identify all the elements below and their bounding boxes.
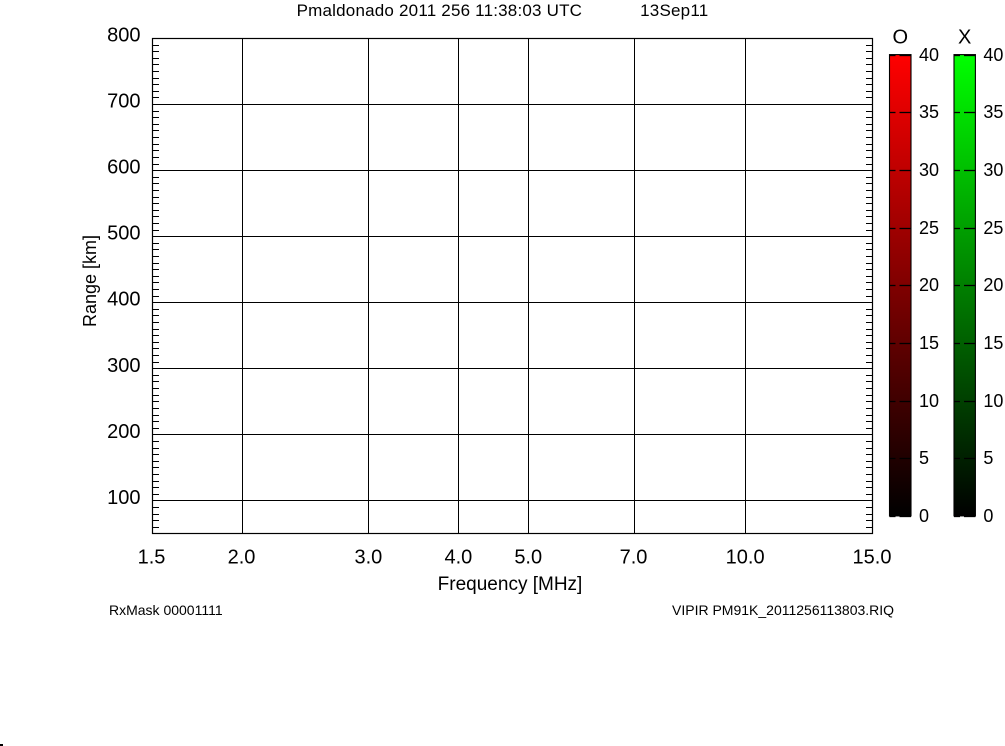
svg-text:35: 35: [983, 102, 1003, 122]
svg-text:600: 600: [107, 157, 140, 179]
svg-text:4.0: 4.0: [445, 547, 473, 569]
svg-text:25: 25: [983, 218, 1003, 238]
svg-text:25: 25: [919, 218, 939, 238]
svg-text:500: 500: [107, 223, 140, 245]
svg-text:15.0: 15.0: [853, 547, 892, 569]
svg-text:400: 400: [107, 289, 140, 311]
svg-text:30: 30: [983, 160, 1003, 180]
svg-text:300: 300: [107, 355, 140, 377]
svg-text:100: 100: [107, 487, 140, 509]
svg-text:200: 200: [107, 421, 140, 443]
svg-text:7.0: 7.0: [620, 547, 648, 569]
svg-text:35: 35: [919, 102, 939, 122]
svg-text:20: 20: [983, 275, 1003, 295]
svg-text:0: 0: [919, 506, 929, 526]
svg-text:0: 0: [983, 506, 993, 526]
svg-text:5.0: 5.0: [514, 547, 542, 569]
svg-text:1.5: 1.5: [138, 547, 166, 569]
svg-text:700: 700: [107, 91, 140, 113]
svg-text:5: 5: [983, 448, 993, 468]
svg-text:15: 15: [983, 333, 1003, 353]
svg-text:10.0: 10.0: [726, 547, 765, 569]
svg-text:3.0: 3.0: [354, 547, 382, 569]
svg-text:5: 5: [919, 448, 929, 468]
svg-text:2.0: 2.0: [228, 547, 256, 569]
svg-text:O: O: [892, 27, 908, 49]
svg-text:10: 10: [983, 391, 1003, 411]
svg-text:X: X: [958, 27, 971, 49]
svg-text:10: 10: [919, 391, 939, 411]
svg-text:40: 40: [983, 45, 1003, 65]
svg-text:20: 20: [919, 275, 939, 295]
svg-text:40: 40: [919, 45, 939, 65]
svg-text:30: 30: [919, 160, 939, 180]
svg-text:15: 15: [919, 333, 939, 353]
svg-text:800: 800: [107, 25, 140, 47]
